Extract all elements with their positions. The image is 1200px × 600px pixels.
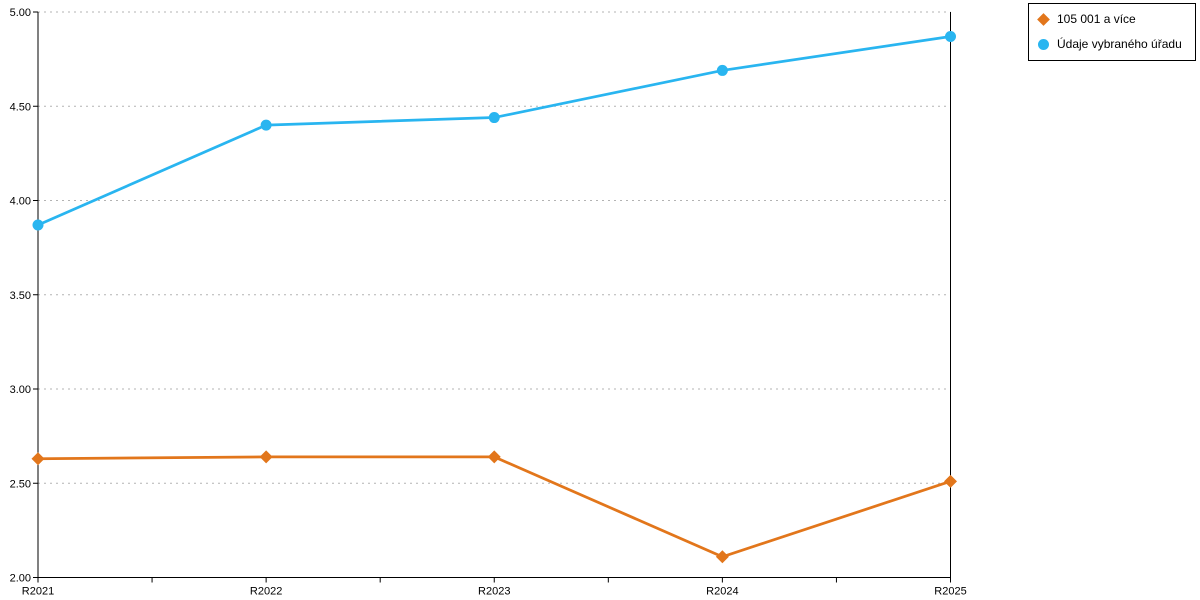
x-tick-label: R2023 [478,586,510,598]
x-tick-label: R2022 [250,586,282,598]
y-tick-label: 5.00 [10,7,31,19]
data-point-diamond [487,450,501,464]
data-point-circle [488,112,500,124]
x-tick-label: R2021 [22,586,54,598]
y-tick-label: 4.50 [10,101,31,113]
data-point-diamond [715,550,729,564]
data-point-circle [945,31,956,43]
x-tick-label: R2024 [706,586,738,598]
legend-label: 105 001 a více [1057,12,1136,26]
y-tick-label: 2.50 [10,478,31,490]
y-tick-label: 4.00 [10,196,31,208]
legend-label: Údaje vybraného úřadu [1057,37,1182,51]
circle-marker-icon [1038,38,1049,50]
legend: 105 001 a více Údaje vybraného úřadu [1028,3,1196,61]
data-point-circle [32,219,44,231]
data-point-diamond [31,452,45,466]
data-point-circle [716,64,728,76]
series-line-circle [37,35,951,227]
data-point-diamond [259,450,273,464]
x-tick-label: R2025 [934,586,966,598]
diamond-marker-icon [1037,12,1050,26]
legend-item-105001: 105 001 a více [1037,12,1186,26]
data-point-diamond [944,474,957,488]
series-line-diamond [37,455,951,559]
y-tick-label: 3.50 [10,290,31,302]
data-point-circle [260,119,272,131]
y-tick-label: 2.00 [10,573,31,585]
legend-item-udaje: Údaje vybraného úřadu [1038,37,1186,51]
y-tick-label: 3.00 [10,384,31,396]
